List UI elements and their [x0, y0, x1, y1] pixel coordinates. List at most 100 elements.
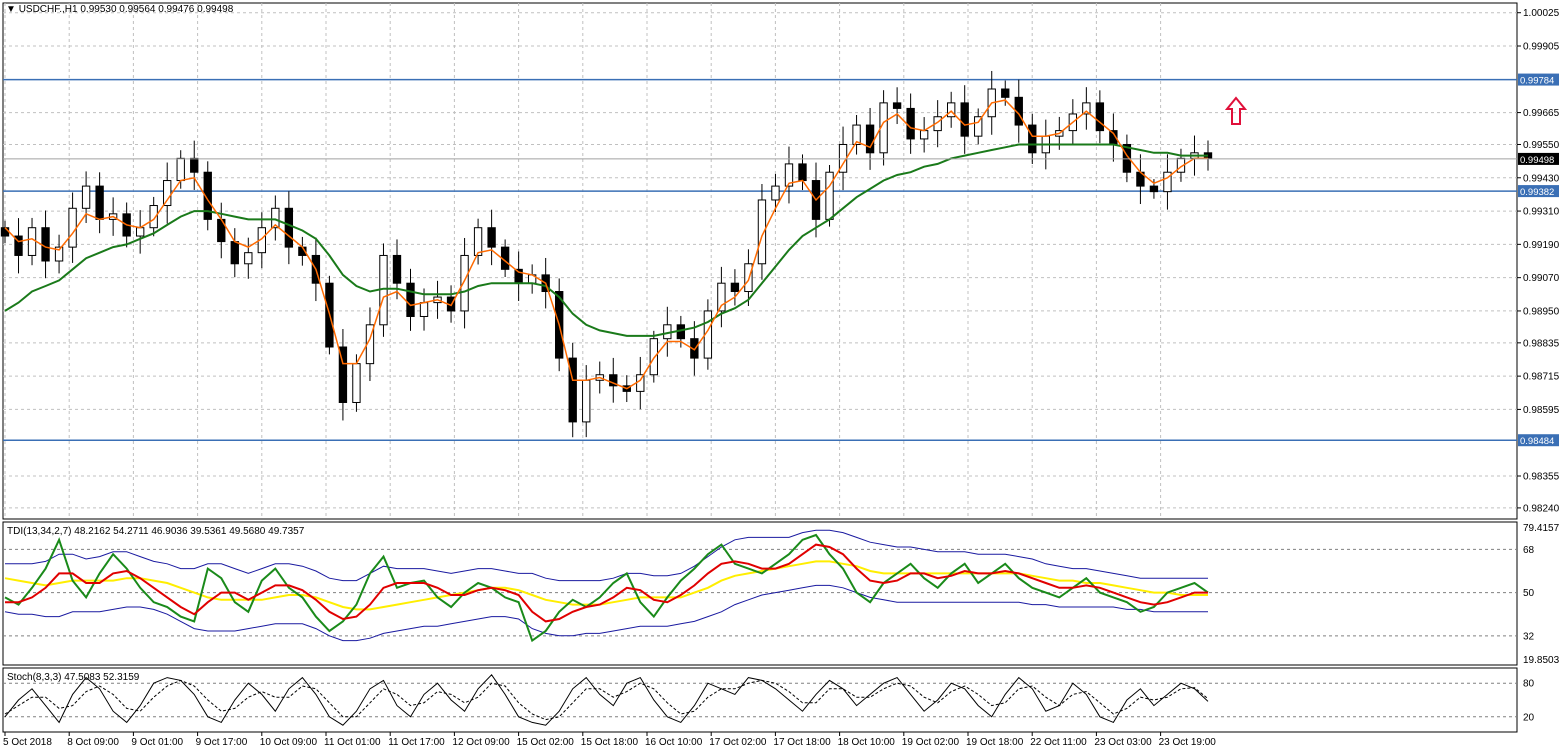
candle-body: [14, 235, 23, 256]
time-tick-label: 9 Oct 17:00: [196, 737, 248, 748]
level-tag: [1518, 73, 1559, 86]
candle-body: [730, 282, 740, 293]
candle-body: [1163, 171, 1172, 193]
candle-body: [582, 379, 591, 423]
collapse-triangle-icon[interactable]: ▼: [6, 4, 16, 15]
time-axis: 5 Oct 2018 8 Oct 09:00 9 Oct 01:00 9 Oct 17…: [3, 732, 1216, 748]
level-tag: [1518, 185, 1559, 198]
candle-body: [744, 263, 753, 293]
price-tick-label: 0.98950: [1523, 306, 1560, 317]
candle-body: [392, 254, 402, 284]
time-tick-label: 23 Oct 03:00: [1094, 737, 1152, 748]
candle-body: [649, 338, 658, 376]
stoch-grid: [3, 682, 1517, 718]
main-grid: [3, 3, 1517, 519]
time-tick-label: 10 Oct 09:00: [260, 737, 318, 748]
level-tag: [1518, 434, 1559, 447]
tdi-lower-band: [4, 584, 1208, 642]
candle-body: [947, 102, 956, 118]
time-tick-label: 17 Oct 18:00: [773, 737, 831, 748]
candle-body: [338, 346, 348, 403]
candle-body: [190, 157, 199, 173]
candle-body: [176, 157, 185, 182]
candle-body: [135, 227, 145, 237]
tdi-axis-label: 79.4157: [1523, 523, 1560, 534]
candle-body: [487, 227, 496, 248]
stoch-panel-border: [2, 667, 1518, 733]
tdi-axis-label: 32: [1523, 631, 1535, 642]
tdi-indicator-panel[interactable]: 79.4157 68 50 32 19.8503: [2, 521, 1560, 666]
tdi-axis-label: 68: [1523, 545, 1535, 556]
price-tick-label: 1.00025: [1523, 8, 1560, 19]
symbol-header: ▼ USDCHF.,H1 0.99530 0.99564 0.99476 0.9…: [6, 4, 233, 16]
time-tick-label: 19 Oct 18:00: [966, 737, 1024, 748]
tdi-title: TDI(13,34,2,7) 48.2162 54.2711 46.9036 3…: [7, 526, 305, 537]
candle-body: [41, 227, 50, 262]
candle-body: [1082, 102, 1091, 115]
candle-body: [1095, 102, 1105, 132]
price-tick-label: 0.98240: [1523, 503, 1560, 514]
time-tick-label: 5 Oct 2018: [3, 737, 52, 748]
candle-body: [284, 207, 294, 248]
candle-body: [460, 254, 469, 312]
candle-body: [81, 185, 91, 209]
candle-body: [95, 185, 104, 220]
candle-body: [906, 107, 915, 140]
current-price-label: 0.99498: [1520, 155, 1554, 166]
time-tick-label: 18 Oct 10:00: [838, 737, 896, 748]
candle-body: [825, 171, 834, 220]
candle-body: [68, 207, 77, 248]
time-tick-label: 22 Oct 11:00: [1030, 737, 1087, 748]
candle-body: [784, 163, 794, 187]
up-arrow-icon[interactable]: [1224, 96, 1248, 125]
level-tag-label: 0.99784: [1520, 76, 1554, 87]
candle-body: [54, 246, 64, 262]
stoch-indicator-panel[interactable]: 80 20: [2, 667, 1535, 733]
tdi-axis-label: 19.8503: [1523, 655, 1560, 666]
stoch-axis: 80 20: [1523, 679, 1535, 724]
price-tick-label: 0.99190: [1523, 240, 1560, 251]
tdi-grid: [3, 548, 1517, 637]
candle-body: [757, 199, 767, 265]
candle-body: [798, 163, 807, 182]
candle-body: [244, 252, 253, 265]
tdi-rsi-line: [4, 533, 1209, 643]
stoch-title: Stoch(8,3,3) 47.5083 52.3159: [7, 672, 140, 683]
symbol-ohlc-text: USDCHF.,H1 0.99530 0.99564 0.99476 0.994…: [18, 4, 234, 15]
price-tick-label: 0.99070: [1523, 273, 1560, 284]
main-price-panel[interactable]: 0.99784 0.99382 0.98484 1.00025 0.99905 0.99…: [0, 2, 1560, 520]
time-tick-label: 16 Oct 10:00: [645, 737, 703, 748]
horizontal-levels[interactable]: 0.99784 0.99382 0.98484: [3, 73, 1559, 448]
candle-body: [609, 374, 618, 387]
stoch-main-line: [4, 674, 1209, 726]
time-tick-label: 19 Oct 02:00: [902, 737, 960, 748]
time-tick-label: 17 Oct 02:00: [709, 737, 767, 748]
candle-body: [419, 302, 429, 317]
price-tick-label: 0.99550: [1523, 140, 1560, 151]
price-tick-label: 0.99665: [1523, 108, 1560, 119]
ema-fast-line: [4, 99, 1208, 390]
candle-body: [163, 180, 172, 207]
candlesticks: [0, 70, 1213, 438]
tdi-panel-border: [2, 521, 1518, 666]
tdi-upper-band: [5, 529, 1208, 582]
price-tick-label: 0.98355: [1523, 472, 1560, 483]
price-tick-label: 0.98595: [1523, 405, 1560, 416]
main-panel-border: [2, 2, 1518, 520]
candle-body: [230, 241, 239, 265]
price-tick-label: 0.99310: [1523, 207, 1560, 218]
tdi-axis-label: 50: [1523, 588, 1535, 599]
level-tag-label: 0.99382: [1520, 187, 1554, 198]
price-tick-label: 0.99430: [1523, 173, 1560, 184]
candle-body: [0, 227, 10, 237]
stoch-signal-line: [4, 679, 1209, 721]
candle-body: [271, 207, 280, 229]
candle-body: [352, 363, 361, 403]
candle-body: [149, 205, 158, 229]
time-tick-label: 9 Oct 01:00: [131, 737, 183, 748]
time-tick-label: 23 Oct 19:00: [1159, 737, 1217, 748]
candle-body: [1001, 88, 1010, 98]
